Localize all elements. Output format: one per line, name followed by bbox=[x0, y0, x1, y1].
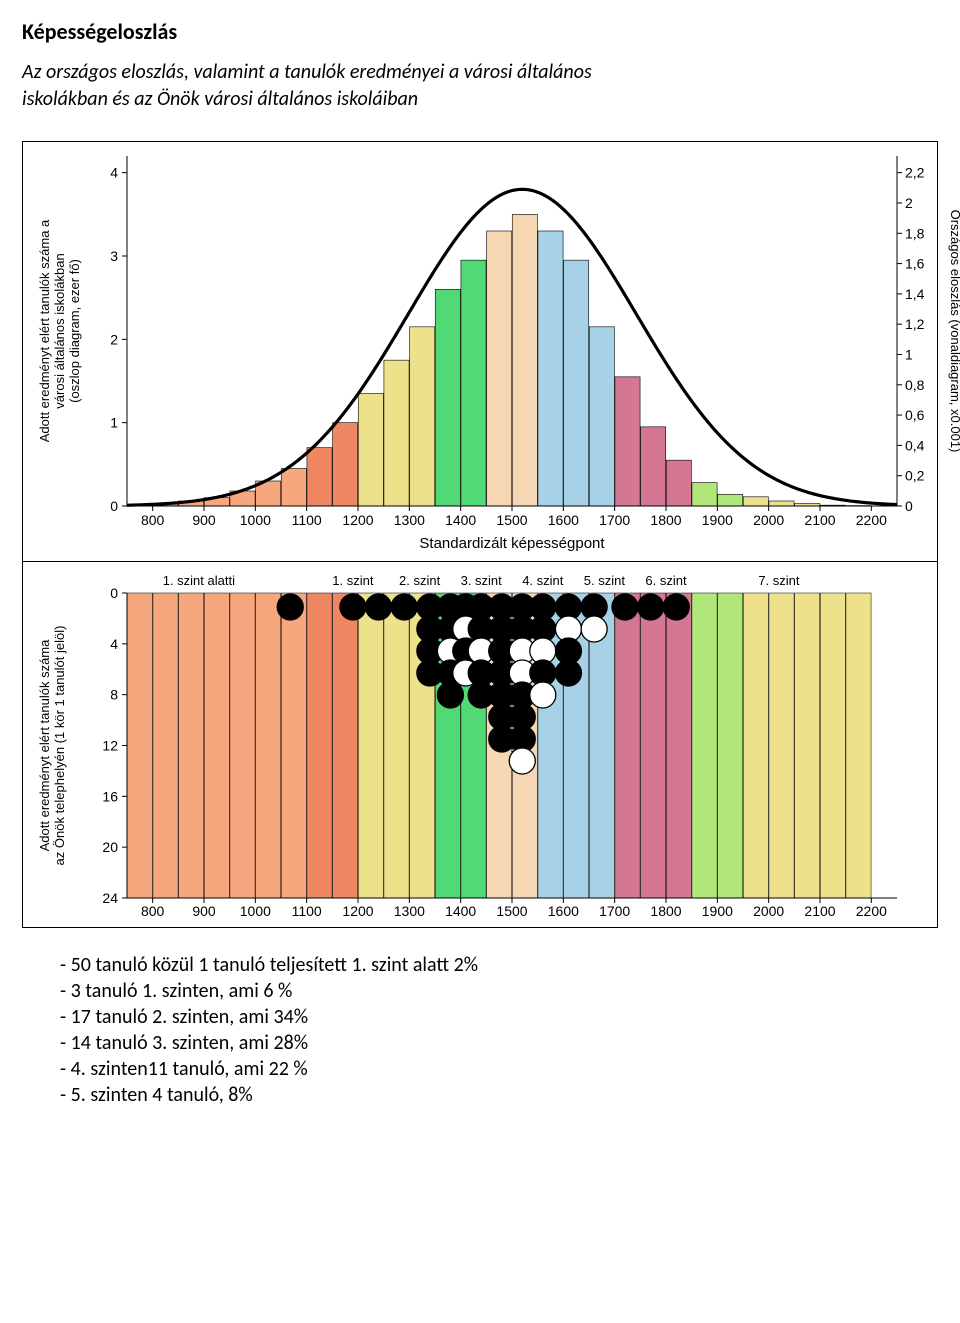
svg-text:1,8: 1,8 bbox=[905, 225, 925, 241]
svg-text:1: 1 bbox=[110, 415, 118, 431]
result-list: 50 tanuló közül 1 tanuló teljesített 1. … bbox=[60, 953, 938, 1107]
chart-panel-2: 1. szint alatti 1. szint 2. szint 3. szint 4… bbox=[22, 561, 938, 928]
svg-text:0,6: 0,6 bbox=[905, 407, 925, 423]
page-title: Képességeloszlás bbox=[22, 18, 938, 45]
svg-text:1400: 1400 bbox=[445, 512, 476, 528]
svg-text:1300: 1300 bbox=[394, 512, 425, 528]
svg-text:az Önök telephelyén (1 kör 1 t: az Önök telephelyén (1 kör 1 tanulót jel… bbox=[52, 626, 67, 866]
svg-text:1,6: 1,6 bbox=[905, 256, 925, 272]
svg-text:6. szint: 6. szint bbox=[645, 573, 687, 588]
svg-text:4: 4 bbox=[110, 165, 118, 181]
svg-text:1200: 1200 bbox=[342, 512, 373, 528]
svg-text:16: 16 bbox=[102, 788, 118, 804]
svg-text:1300: 1300 bbox=[394, 903, 425, 918]
svg-text:900: 900 bbox=[192, 903, 216, 918]
svg-text:2100: 2100 bbox=[804, 903, 835, 918]
svg-text:2200: 2200 bbox=[856, 903, 887, 918]
svg-text:0: 0 bbox=[905, 498, 913, 514]
svg-text:2: 2 bbox=[905, 195, 913, 211]
svg-text:1200: 1200 bbox=[342, 903, 373, 918]
svg-text:1900: 1900 bbox=[702, 903, 733, 918]
svg-text:1700: 1700 bbox=[599, 903, 630, 918]
svg-text:20: 20 bbox=[102, 839, 118, 855]
svg-text:Országos eloszlás (vonaldiagra: Országos eloszlás (vonaldiagram, x0.001) bbox=[948, 210, 960, 453]
svg-text:2000: 2000 bbox=[753, 512, 784, 528]
svg-text:1800: 1800 bbox=[650, 512, 681, 528]
svg-text:24: 24 bbox=[102, 890, 118, 906]
svg-text:5. szint: 5. szint bbox=[584, 573, 626, 588]
svg-text:3. szint: 3. szint bbox=[461, 573, 503, 588]
distribution-chart: 0 1 2 3 4 0 0,2 0,4 0,6 0,8 1 1,2 1,4 1,6 1,8 2 2,2 800 90… bbox=[27, 146, 960, 552]
result-item: 5. szinten 4 tanuló, 8% bbox=[60, 1083, 938, 1107]
svg-text:8: 8 bbox=[110, 687, 118, 703]
svg-text:0: 0 bbox=[110, 585, 118, 601]
svg-text:1: 1 bbox=[905, 346, 913, 362]
result-item: 14 tanuló 3. szinten, ami 28% bbox=[60, 1031, 938, 1055]
svg-text:2: 2 bbox=[110, 331, 118, 347]
result-item: 50 tanuló közül 1 tanuló teljesített 1. … bbox=[60, 953, 938, 977]
svg-text:7. szint: 7. szint bbox=[758, 573, 800, 588]
svg-text:4: 4 bbox=[110, 636, 118, 652]
svg-text:1. szint alatti: 1. szint alatti bbox=[163, 573, 235, 588]
svg-text:Adott eredményt elért tanulók: Adott eredményt elért tanulók száma bbox=[37, 639, 52, 851]
svg-text:0,2: 0,2 bbox=[905, 468, 925, 484]
svg-text:1100: 1100 bbox=[292, 903, 322, 918]
dot-chart: 1. szint alatti 1. szint 2. szint 3. szint 4… bbox=[27, 565, 960, 918]
svg-text:2000: 2000 bbox=[753, 903, 784, 918]
svg-text:1500: 1500 bbox=[496, 512, 527, 528]
svg-text:1900: 1900 bbox=[702, 512, 733, 528]
svg-text:0: 0 bbox=[110, 498, 118, 514]
intro-text: Az országos eloszlás, valamint a tanulók… bbox=[22, 59, 938, 113]
svg-text:2. szint: 2. szint bbox=[399, 573, 441, 588]
svg-text:1500: 1500 bbox=[496, 903, 527, 918]
svg-text:1700: 1700 bbox=[599, 512, 630, 528]
svg-text:1000: 1000 bbox=[240, 903, 271, 918]
svg-text:városi általános iskolákban: városi általános iskolákban bbox=[52, 253, 67, 408]
svg-text:1100: 1100 bbox=[292, 512, 322, 528]
result-item: 4. szinten11 tanuló, ami 22 % bbox=[60, 1057, 938, 1081]
chart-panel-1: 0 1 2 3 4 0 0,2 0,4 0,6 0,8 1 1,2 1,4 1,6 1,8 2 2,2 800 90… bbox=[22, 141, 938, 562]
svg-text:1,2: 1,2 bbox=[905, 316, 925, 332]
svg-text:1000: 1000 bbox=[240, 512, 271, 528]
svg-text:2,2: 2,2 bbox=[905, 165, 925, 181]
svg-text:1. szint: 1. szint bbox=[332, 573, 374, 588]
svg-text:3: 3 bbox=[110, 248, 118, 264]
svg-text:1,4: 1,4 bbox=[905, 286, 925, 302]
svg-text:900: 900 bbox=[192, 512, 216, 528]
result-item: 17 tanuló 2. szinten, ami 34% bbox=[60, 1005, 938, 1029]
svg-text:1400: 1400 bbox=[445, 903, 476, 918]
svg-text:2200: 2200 bbox=[856, 512, 887, 528]
svg-text:(oszlop diagram, ezer fő): (oszlop diagram, ezer fő) bbox=[67, 259, 82, 403]
svg-text:2100: 2100 bbox=[804, 512, 835, 528]
svg-text:1800: 1800 bbox=[650, 903, 681, 918]
svg-text:1600: 1600 bbox=[548, 903, 579, 918]
svg-text:800: 800 bbox=[141, 512, 165, 528]
svg-text:800: 800 bbox=[141, 903, 165, 918]
svg-text:12: 12 bbox=[102, 738, 118, 754]
result-item: 3 tanuló 1. szinten, ami 6 % bbox=[60, 979, 938, 1003]
svg-text:1600: 1600 bbox=[548, 512, 579, 528]
svg-text:Standardizált képességpont: Standardizált képességpont bbox=[419, 535, 605, 552]
svg-text:0,4: 0,4 bbox=[905, 437, 925, 453]
svg-text:0,8: 0,8 bbox=[905, 377, 925, 393]
svg-text:4. szint: 4. szint bbox=[522, 573, 564, 588]
svg-text:Adott eredményt elért tanulók: Adott eredményt elért tanulók száma a bbox=[37, 219, 52, 442]
